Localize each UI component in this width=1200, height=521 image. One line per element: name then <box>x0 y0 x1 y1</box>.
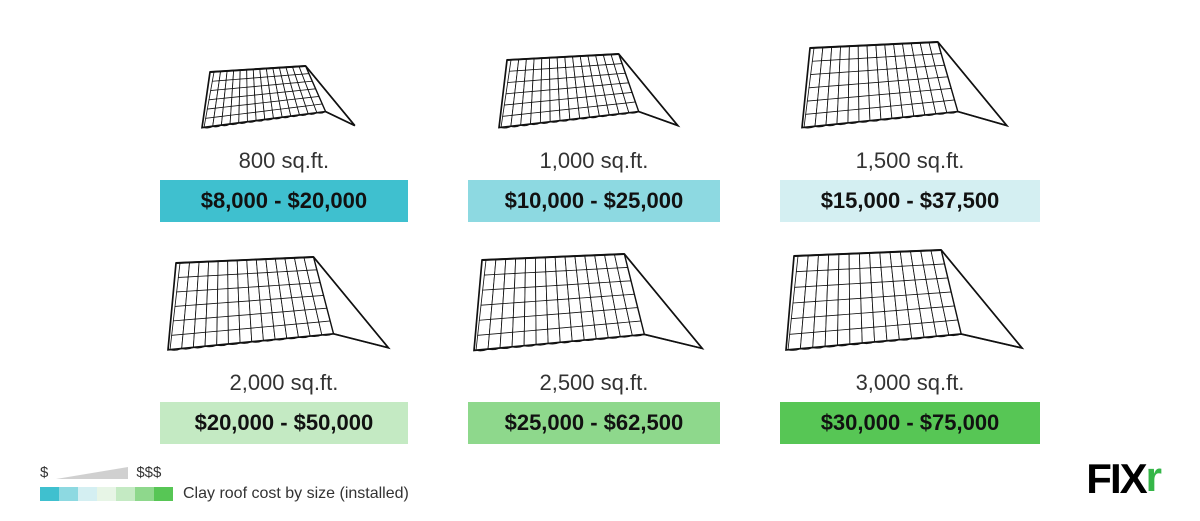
low-cost-label: $ <box>40 464 48 481</box>
roof-size-label: 1,000 sq.ft. <box>539 148 648 174</box>
roof-price-label: $10,000 - $25,000 <box>468 180 720 222</box>
roof-icon <box>162 242 406 362</box>
roof-card-0: 800 sq.ft. $8,000 - $20,000 <box>160 20 408 222</box>
roof-card-2: 1,500 sq.ft. $15,000 - $37,500 <box>780 20 1040 222</box>
roof-card-1: 1,000 sq.ft. $10,000 - $25,000 <box>468 20 720 222</box>
roof-size-label: 2,500 sq.ft. <box>539 370 648 396</box>
roof-icon <box>196 20 373 140</box>
roof-icon <box>796 20 1025 140</box>
cost-indicator: $ $$$ <box>40 464 409 481</box>
swatch <box>59 487 78 501</box>
swatch <box>97 487 116 501</box>
roof-size-label: 2,000 sq.ft. <box>229 370 338 396</box>
roof-price-label: $15,000 - $37,500 <box>780 180 1040 222</box>
swatch <box>40 487 59 501</box>
logo-text: FIX <box>1086 455 1145 503</box>
roof-icon <box>468 242 720 362</box>
roof-card-3: 2,000 sq.ft. $20,000 - $50,000 <box>160 242 408 444</box>
high-cost-label: $$$ <box>136 464 161 481</box>
wedge-icon <box>56 467 128 479</box>
swatch <box>154 487 173 501</box>
roof-size-label: 800 sq.ft. <box>239 148 330 174</box>
swatch <box>116 487 135 501</box>
color-scale: Clay roof cost by size (installed) <box>40 485 409 503</box>
logo-accent: r <box>1146 453 1160 501</box>
roof-icon <box>493 20 696 140</box>
roof-card-5: 3,000 sq.ft. $30,000 - $75,000 <box>780 242 1040 444</box>
roof-price-label: $8,000 - $20,000 <box>160 180 408 222</box>
roof-price-label: $30,000 - $75,000 <box>780 402 1040 444</box>
roof-size-label: 1,500 sq.ft. <box>856 148 965 174</box>
swatch <box>135 487 154 501</box>
roof-card-4: 2,500 sq.ft. $25,000 - $62,500 <box>468 242 720 444</box>
roof-size-label: 3,000 sq.ft. <box>856 370 965 396</box>
roof-cost-grid: 800 sq.ft. $8,000 - $20,000 1,000 sq.ft.… <box>40 20 1160 444</box>
legend-caption: Clay roof cost by size (installed) <box>183 485 409 503</box>
roof-icon <box>780 242 1040 362</box>
legend: $ $$$ Clay roof cost by size (installed) <box>40 464 409 503</box>
roof-price-label: $20,000 - $50,000 <box>160 402 408 444</box>
swatch <box>78 487 97 501</box>
roof-price-label: $25,000 - $62,500 <box>468 402 720 444</box>
fixr-logo: FIXr <box>1086 455 1160 503</box>
